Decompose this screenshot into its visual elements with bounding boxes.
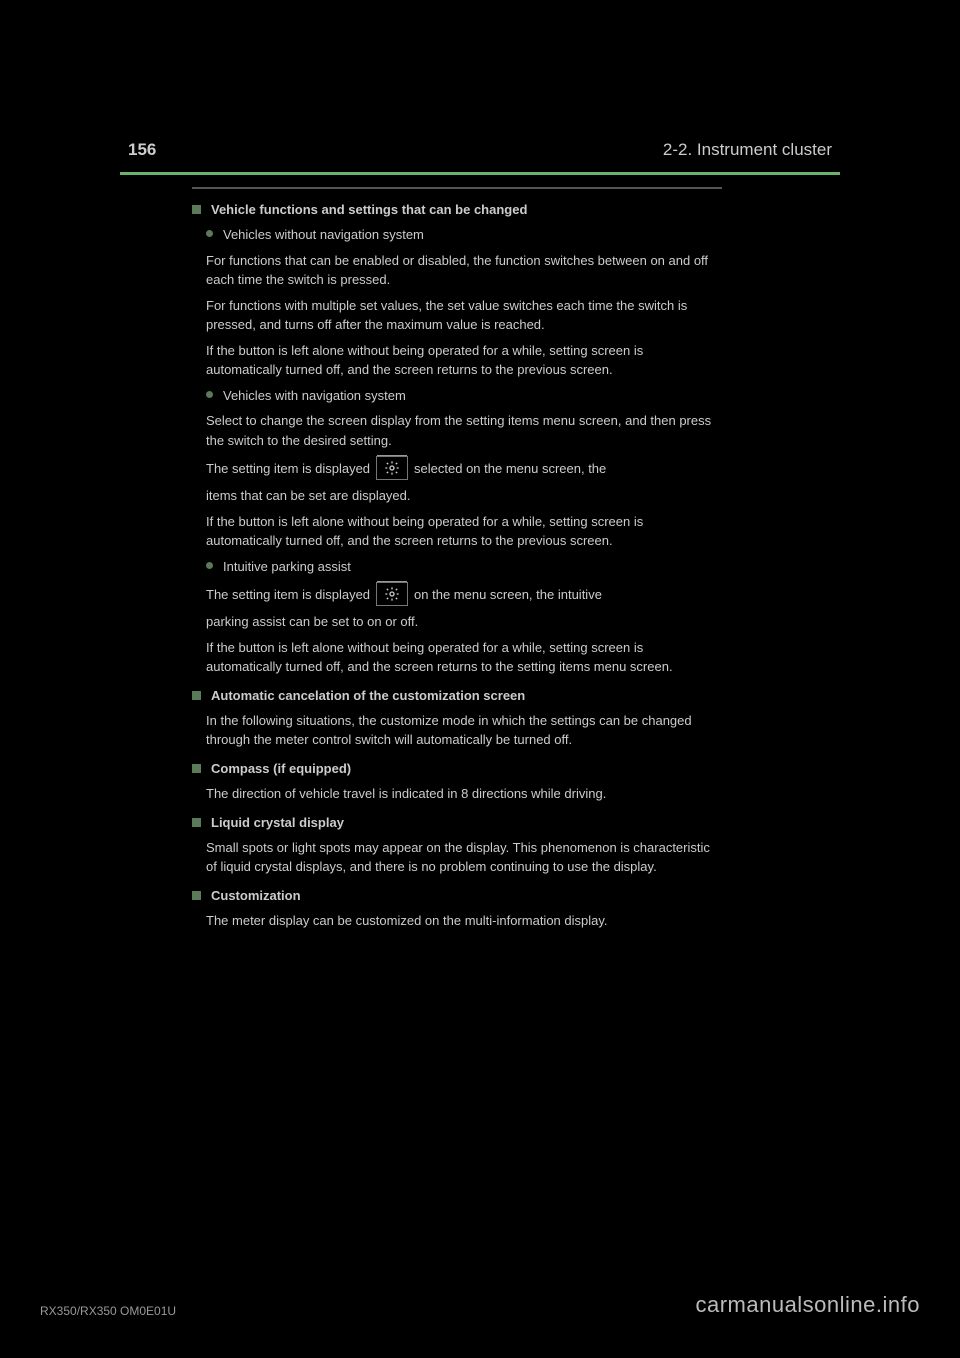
square-bullet-icon bbox=[192, 818, 201, 827]
square-bullet-icon bbox=[192, 691, 201, 700]
page-header: 156 2-2. Instrument cluster bbox=[120, 140, 840, 160]
heading-text: Customization bbox=[211, 887, 301, 905]
gear-post-text: on the menu screen, the intuitive bbox=[414, 587, 602, 602]
body-text: For functions that can be enabled or dis… bbox=[206, 251, 720, 290]
circle-bullet-icon bbox=[206, 562, 213, 569]
heading-row: Compass (if equipped) bbox=[192, 760, 720, 778]
gear-text-row: The setting item is displayed selected o… bbox=[206, 456, 720, 480]
section-title: 2-2. Instrument cluster bbox=[663, 140, 832, 160]
body-text: In the following situations, the customi… bbox=[206, 711, 720, 750]
body-text: If the button is left alone without bein… bbox=[206, 512, 720, 551]
gear-pre-text: The setting item is displayed bbox=[206, 587, 370, 602]
circle-bullet-icon bbox=[206, 230, 213, 237]
header-rule bbox=[120, 172, 840, 175]
footer-document-id: RX350/RX350 OM0E01U bbox=[40, 1304, 176, 1318]
body-text: The direction of vehicle travel is indic… bbox=[206, 784, 720, 804]
gear-pre-text: The setting item is displayed bbox=[206, 461, 370, 476]
bullet-text: Intuitive parking assist bbox=[223, 557, 351, 577]
sub-rule bbox=[192, 187, 722, 189]
heading-row: Customization bbox=[192, 887, 720, 905]
heading-text: Automatic cancelation of the customizati… bbox=[211, 687, 525, 705]
bullet-row: Intuitive parking assist bbox=[206, 557, 720, 577]
body-text: Small spots or light spots may appear on… bbox=[206, 838, 720, 877]
square-bullet-icon bbox=[192, 205, 201, 214]
body-text: Select to change the screen display from… bbox=[206, 411, 720, 450]
body-text: items that can be set are displayed. bbox=[206, 486, 720, 506]
square-bullet-icon bbox=[192, 891, 201, 900]
gear-icon bbox=[376, 582, 408, 606]
footer-watermark: carmanualsonline.info bbox=[695, 1292, 920, 1318]
gear-post-text: selected on the menu screen, the bbox=[414, 461, 606, 476]
manual-page: 156 2-2. Instrument cluster Vehicle func… bbox=[0, 0, 960, 930]
body-text: The meter display can be customized on t… bbox=[206, 911, 720, 931]
body-text: parking assist can be set to on or off. bbox=[206, 612, 720, 632]
heading-text: Compass (if equipped) bbox=[211, 760, 351, 778]
gear-text-row: The setting item is displayed on the men… bbox=[206, 582, 720, 606]
body-text: If the button is left alone without bein… bbox=[206, 638, 720, 677]
gear-icon bbox=[376, 456, 408, 480]
square-bullet-icon bbox=[192, 764, 201, 773]
bullet-text: Vehicles with navigation system bbox=[223, 386, 406, 406]
circle-bullet-icon bbox=[206, 391, 213, 398]
heading-row: Liquid crystal display bbox=[192, 814, 720, 832]
bullet-text: Vehicles without navigation system bbox=[223, 225, 424, 245]
heading-row: Vehicle functions and settings that can … bbox=[192, 201, 720, 219]
body-text: If the button is left alone without bein… bbox=[206, 341, 720, 380]
heading-text: Liquid crystal display bbox=[211, 814, 344, 832]
page-footer: RX350/RX350 OM0E01U carmanualsonline.inf… bbox=[0, 1292, 960, 1318]
body-text: For functions with multiple set values, … bbox=[206, 296, 720, 335]
bullet-row: Vehicles with navigation system bbox=[206, 386, 720, 406]
bullet-row: Vehicles without navigation system bbox=[206, 225, 720, 245]
page-content: Vehicle functions and settings that can … bbox=[120, 201, 720, 930]
page-number: 156 bbox=[128, 140, 156, 160]
heading-row: Automatic cancelation of the customizati… bbox=[192, 687, 720, 705]
heading-text: Vehicle functions and settings that can … bbox=[211, 201, 527, 219]
